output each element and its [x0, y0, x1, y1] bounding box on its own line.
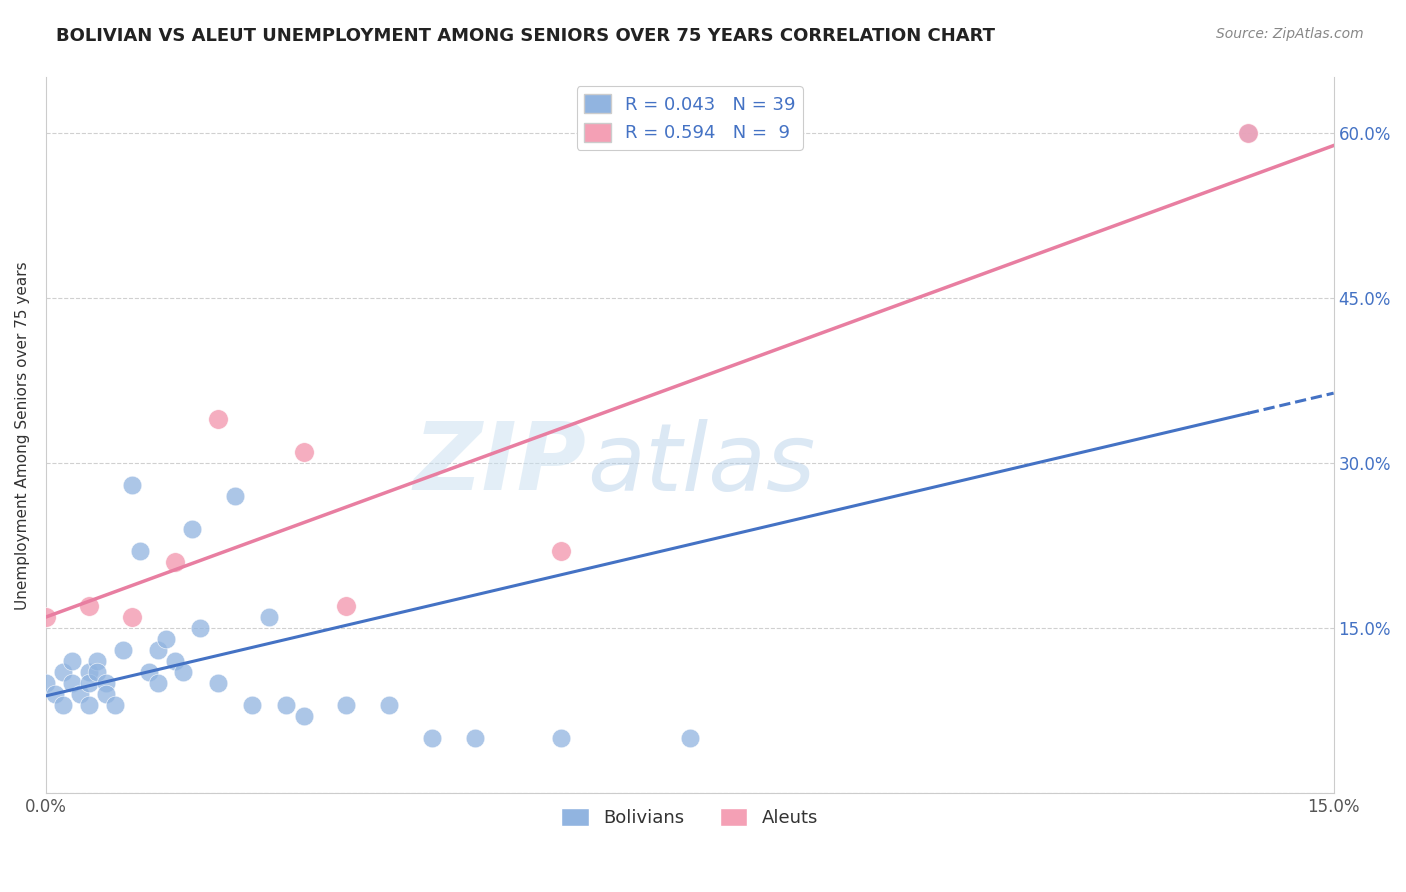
Point [86, 665, 108, 680]
Point [207, 412, 229, 426]
Text: ZIP: ZIP [413, 418, 586, 510]
Point [335, 599, 357, 613]
Point [464, 731, 486, 746]
Text: Source: ZipAtlas.com: Source: ZipAtlas.com [1216, 27, 1364, 41]
Point [180, 522, 202, 536]
Point [60, 676, 83, 690]
Text: atlas: atlas [586, 418, 815, 509]
Point [69, 687, 91, 701]
Legend: Bolivians, Aleuts: Bolivians, Aleuts [554, 801, 825, 834]
Point [155, 632, 177, 647]
Point [77, 676, 100, 690]
Point [94, 687, 117, 701]
Point [146, 643, 169, 657]
Point [420, 731, 443, 746]
Point [276, 698, 298, 713]
Point [94, 676, 117, 690]
Point [60, 654, 83, 668]
Point [224, 489, 246, 503]
Point [121, 478, 143, 492]
Point [146, 676, 169, 690]
Point [77, 698, 100, 713]
Point [163, 654, 186, 668]
Point [35, 676, 58, 690]
Point [52, 665, 75, 680]
Point [77, 599, 100, 613]
Point [240, 698, 263, 713]
Point [292, 709, 315, 723]
Point [172, 665, 194, 680]
Point [550, 544, 572, 558]
Point [163, 555, 186, 569]
Y-axis label: Unemployment Among Seniors over 75 years: Unemployment Among Seniors over 75 years [15, 261, 30, 610]
Point [129, 544, 152, 558]
Point [52, 698, 75, 713]
Point [378, 698, 401, 713]
Point [679, 731, 702, 746]
Point [207, 676, 229, 690]
Point [1236, 126, 1258, 140]
Point [550, 731, 572, 746]
Point [257, 610, 280, 624]
Point [77, 665, 100, 680]
Point [35, 610, 58, 624]
Point [121, 610, 143, 624]
Point [335, 698, 357, 713]
Point [190, 621, 212, 635]
Point [104, 698, 127, 713]
Text: BOLIVIAN VS ALEUT UNEMPLOYMENT AMONG SENIORS OVER 75 YEARS CORRELATION CHART: BOLIVIAN VS ALEUT UNEMPLOYMENT AMONG SEN… [56, 27, 995, 45]
Point [44, 687, 66, 701]
Point [112, 643, 135, 657]
Point [138, 665, 160, 680]
Point [292, 445, 315, 459]
Point [86, 654, 108, 668]
Point [1236, 126, 1258, 140]
